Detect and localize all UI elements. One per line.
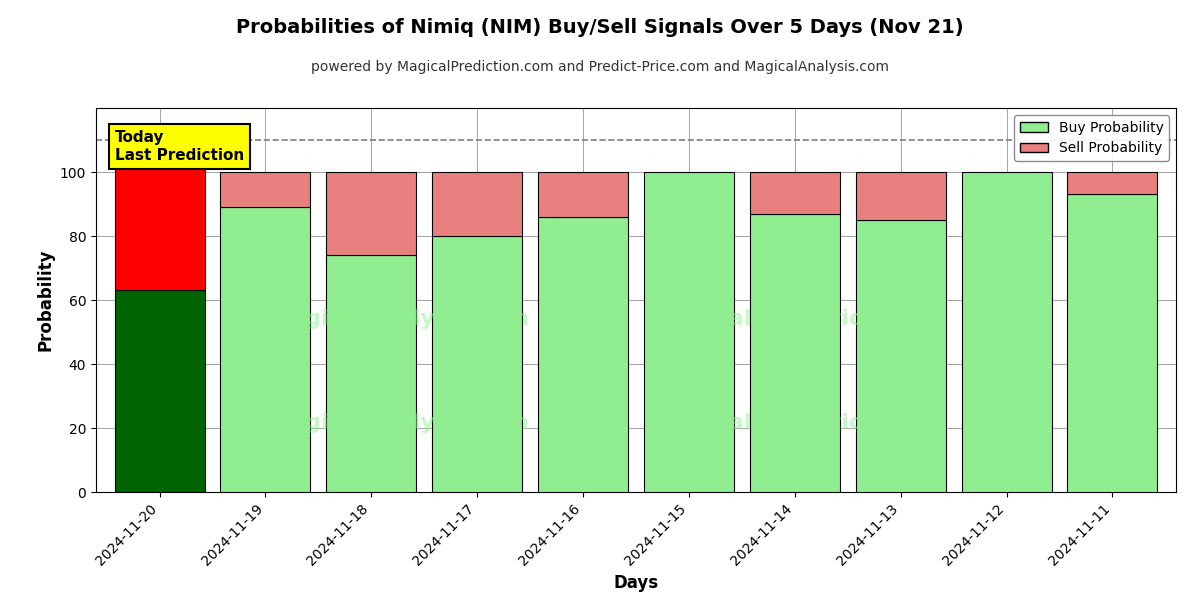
Text: MagicalAnalysis.com: MagicalAnalysis.com [268,413,529,433]
Text: Today
Last Prediction: Today Last Prediction [115,130,245,163]
Text: powered by MagicalPrediction.com and Predict-Price.com and MagicalAnalysis.com: powered by MagicalPrediction.com and Pre… [311,60,889,74]
Bar [114,140,204,290]
Bar [644,172,734,492]
Bar [1068,194,1158,492]
Bar [961,172,1051,492]
Bar [221,172,311,207]
Bar [750,214,840,492]
Bar [538,217,628,492]
Bar [1068,172,1158,194]
Bar [326,172,416,255]
Bar [114,290,204,492]
Bar [432,236,522,492]
Text: Probabilities of Nimiq (NIM) Buy/Sell Signals Over 5 Days (Nov 21): Probabilities of Nimiq (NIM) Buy/Sell Si… [236,18,964,37]
Text: MagicalPrediction.com: MagicalPrediction.com [655,413,941,433]
Bar [856,172,946,220]
Bar [856,220,946,492]
Legend: Buy Probability, Sell Probability: Buy Probability, Sell Probability [1014,115,1169,161]
Bar [750,172,840,214]
Bar [538,172,628,217]
Bar [432,172,522,236]
Bar [221,207,311,492]
Text: MagicalAnalysis.com: MagicalAnalysis.com [268,309,529,329]
X-axis label: Days: Days [613,574,659,592]
Y-axis label: Probability: Probability [36,249,54,351]
Bar [326,255,416,492]
Text: MagicalPrediction.com: MagicalPrediction.com [655,309,941,329]
